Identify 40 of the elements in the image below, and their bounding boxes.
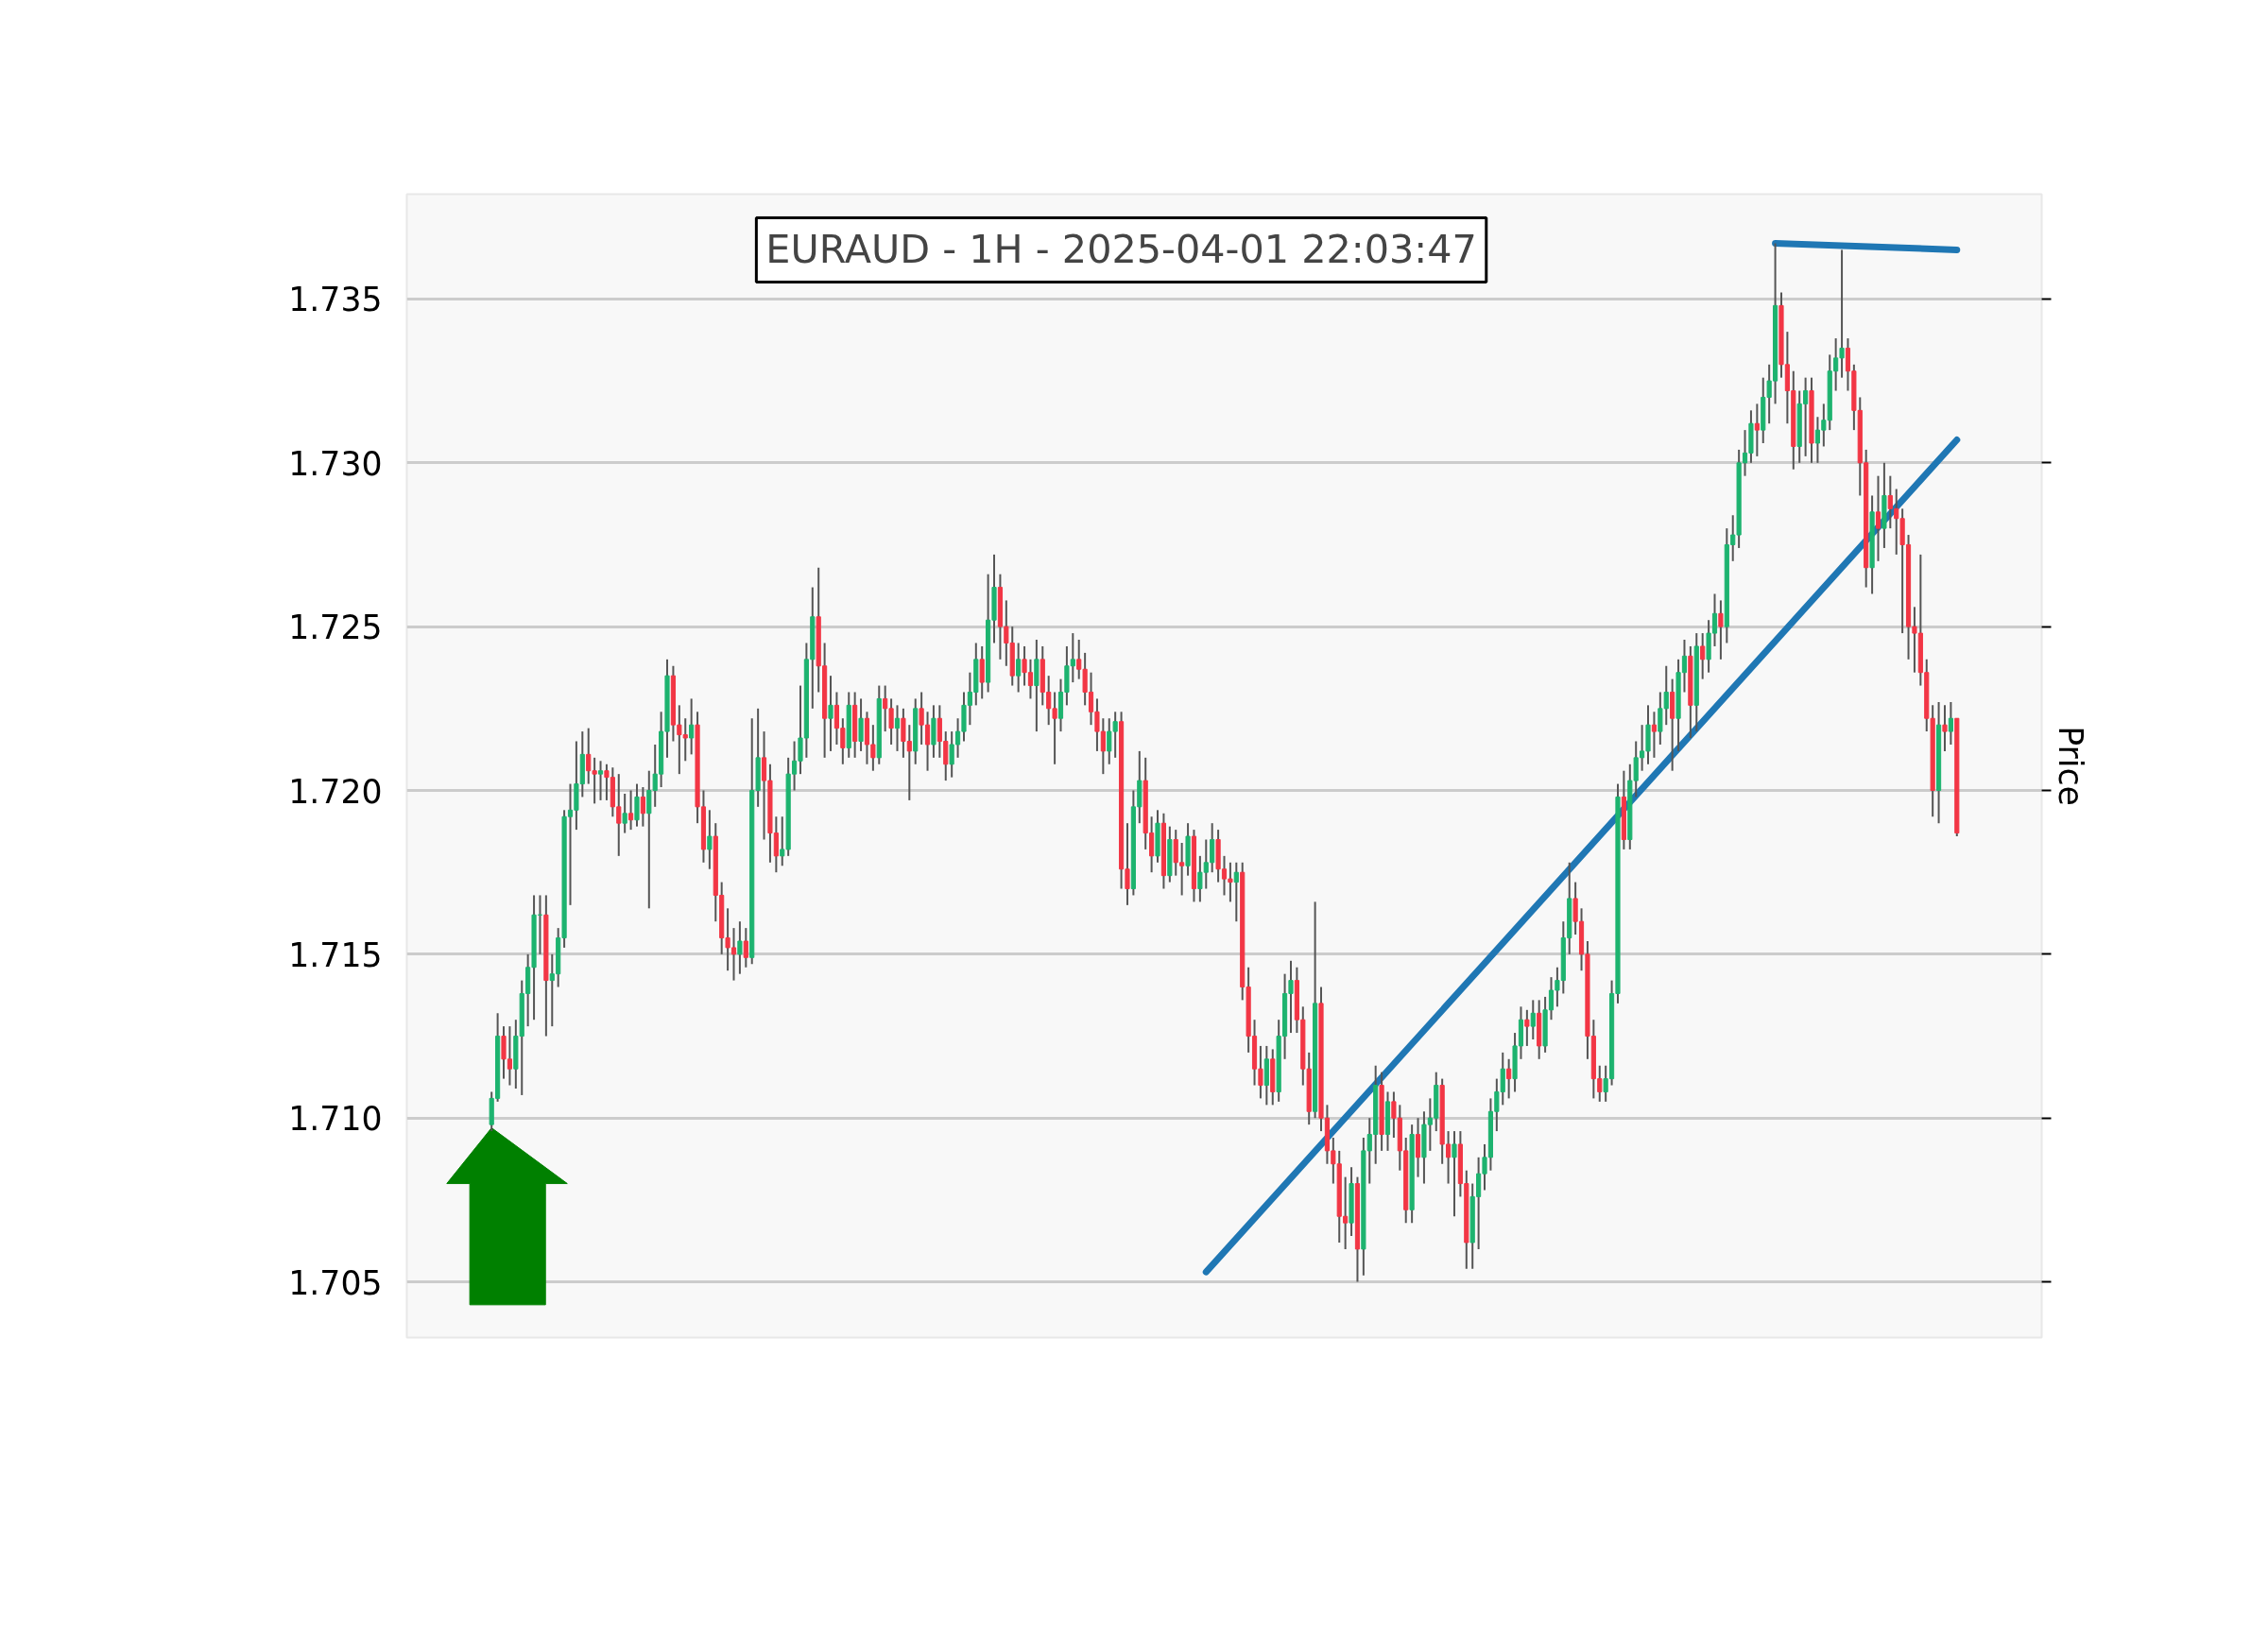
candlestick — [597, 760, 604, 801]
candlestick — [1663, 664, 1669, 727]
candlestick — [1948, 700, 1953, 746]
candlestick — [894, 704, 901, 752]
y-tick-label: 1.715 — [288, 935, 383, 974]
y-tick-label: 1.720 — [288, 772, 383, 811]
candlestick — [1754, 403, 1760, 457]
candlestick — [883, 684, 888, 733]
candlestick — [689, 697, 695, 756]
candlestick — [1700, 632, 1706, 680]
candlestick — [622, 792, 627, 834]
y-tick-label: 1.710 — [288, 1100, 383, 1139]
candlestick — [1052, 691, 1057, 765]
candlestick — [888, 697, 894, 746]
candlestick — [1524, 1008, 1530, 1047]
candlestick — [707, 809, 713, 870]
candlestick — [1651, 711, 1658, 759]
candlestick — [828, 675, 833, 752]
candlestick — [1942, 704, 1948, 752]
y-tick-label: 1.705 — [288, 1263, 383, 1302]
candlestick — [1070, 632, 1075, 684]
candlestick — [1875, 474, 1881, 562]
candlestick — [1530, 999, 1536, 1040]
candlestick — [586, 727, 592, 785]
candlestick — [640, 786, 645, 828]
candlestick — [1718, 599, 1724, 661]
y-tick-label: 1.725 — [288, 609, 383, 647]
candlestick — [743, 927, 748, 969]
candlestick — [737, 920, 743, 975]
y-tick-label: 1.735 — [288, 281, 383, 319]
y-tick-label: 1.730 — [288, 444, 383, 483]
candlestick — [627, 789, 634, 832]
candlestick — [592, 756, 597, 805]
text: EURAUD - 1H - 2025-04-01 22:03:47 — [765, 227, 1477, 273]
candlestick — [1506, 1057, 1512, 1100]
candlestick — [1391, 1090, 1397, 1140]
candlestick — [1452, 1130, 1457, 1218]
y-axis-title: Price — [2051, 726, 2089, 806]
candlestick — [1233, 861, 1239, 923]
candlestick — [1016, 642, 1022, 694]
